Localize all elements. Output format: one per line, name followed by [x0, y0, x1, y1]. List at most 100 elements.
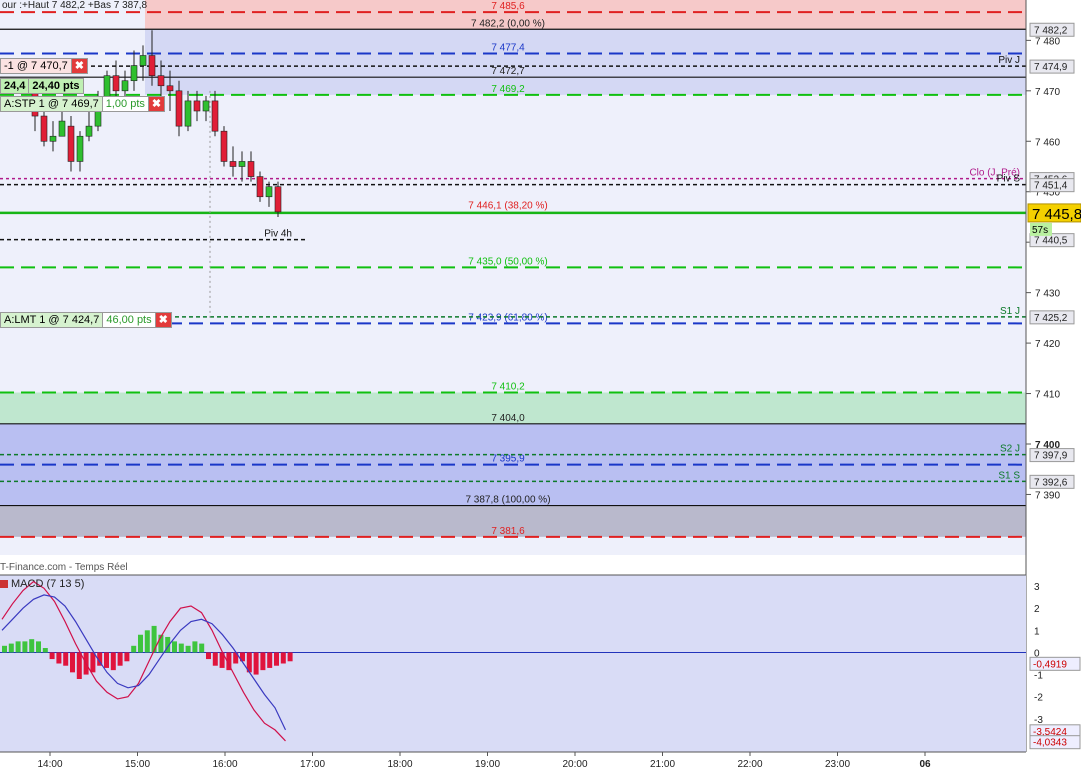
macd-value-label: -3,5424	[1033, 727, 1067, 738]
candle-body	[112, 75, 120, 92]
y-axis-bg	[1026, 0, 1081, 770]
candle-body	[157, 75, 165, 87]
upper-zone-band	[145, 29, 1026, 95]
fib-level-label: 7 477,4	[491, 42, 525, 53]
close-order-icon[interactable]: ✖	[154, 312, 172, 328]
y-tick-label: 7 400	[1035, 440, 1060, 451]
candle-body	[58, 120, 66, 137]
x-tick-label: 17:00	[300, 759, 325, 770]
y-axis-tag-label: 7 392,6	[1034, 477, 1068, 488]
fib-level-label: 7 485,6	[491, 1, 525, 12]
y-axis-tag	[1029, 59, 1075, 74]
candle-body	[67, 125, 75, 162]
macd-histogram-bar	[267, 652, 273, 668]
macd-histogram-bar	[36, 641, 41, 653]
macd-y-tick-label: 2	[1034, 604, 1040, 615]
y-axis-tag	[1029, 178, 1075, 193]
candle-body	[202, 100, 210, 112]
macd-y-tick-label: 3	[1034, 582, 1040, 593]
macd-histogram-bar	[104, 652, 109, 668]
macd-histogram-bar	[192, 641, 198, 653]
y-axis-tag	[1029, 448, 1075, 463]
macd-signal-line	[1, 594, 287, 731]
macd-histogram-bar	[22, 641, 28, 653]
macd-histogram-bar	[226, 652, 232, 671]
order-label: -1 @ 7 470,7	[0, 58, 72, 74]
macd-histogram-bar	[117, 652, 123, 666]
macd-histogram-bar	[246, 652, 252, 673]
candle-body	[193, 100, 201, 112]
y-axis-tag-label: 7 397,9	[1034, 451, 1068, 462]
order-pts: 46,00 pts	[102, 312, 156, 328]
macd-histogram-bar	[70, 652, 75, 673]
candle-body	[85, 125, 93, 137]
candle-body	[175, 90, 183, 127]
order-tag-sell[interactable]: -1 @ 7 470,7 ✖	[0, 58, 88, 74]
macd-histogram-bar	[233, 652, 239, 664]
y-axis-tag-label: 7 425,2	[1034, 313, 1068, 324]
macd-histogram-bar	[8, 643, 14, 653]
candle-body	[130, 65, 138, 82]
pivot-label: S1 S	[998, 470, 1020, 481]
macd-histogram-bar	[219, 652, 225, 668]
macd-histogram-bar	[260, 652, 266, 671]
fib-level-label: 7 404,0	[491, 413, 525, 424]
order-label: A:STP 1 @ 7 469,7	[0, 96, 103, 112]
macd-histogram-bar	[165, 636, 171, 653]
fib-level-label: 7 423,9 (61,80 %)	[468, 312, 548, 323]
macd-histogram-bar	[274, 652, 279, 666]
macd-histogram-bar	[97, 652, 103, 666]
close-order-icon[interactable]: ✖	[70, 58, 88, 74]
macd-histogram-bar	[212, 652, 218, 666]
macd-histogram-bar	[49, 652, 55, 660]
y-tick-label: 7 470	[1035, 87, 1060, 98]
y-axis-tag-label: 7 482,2	[1034, 25, 1068, 36]
order-tag-limit[interactable]: A:LMT 1 @ 7 424,7 46,00 pts ✖	[0, 312, 172, 328]
candle-body	[121, 80, 129, 92]
macd-histogram-bar	[280, 652, 286, 664]
y-tick-label: 7 410	[1035, 390, 1060, 401]
macd-icon	[0, 580, 8, 589]
y-axis-tag-label: 7 451,4	[1034, 181, 1068, 192]
candle-body	[211, 100, 219, 132]
macd-value-label: -0,4919	[1033, 659, 1067, 670]
header-bar: our :+Haut 7 482,2 +Bas 7 387,8	[2, 0, 148, 11]
support-band-green	[0, 392, 1026, 424]
y-axis-tag	[1029, 22, 1075, 37]
macd-histogram-bar	[29, 639, 35, 653]
candle-body	[265, 186, 273, 198]
macd-histogram-bar	[172, 641, 177, 653]
order-pnl-badge: 24,4 24,40 pts	[0, 78, 84, 94]
fib-level-label: 7 472,7	[491, 66, 525, 77]
fib-level-label: 7 381,6	[491, 526, 525, 537]
macd-y-tick-label: -2	[1034, 693, 1043, 704]
candle-body	[40, 115, 48, 142]
macd-histogram-bar	[185, 645, 191, 653]
y-tick-label: 7 430	[1035, 289, 1060, 300]
macd-histogram-bar	[199, 643, 205, 653]
y-axis-tag	[1029, 474, 1075, 489]
macd-y-tick-label: 0	[1034, 648, 1040, 659]
candle-body	[220, 130, 228, 162]
pivot-label: Piv 4h	[264, 229, 292, 240]
macd-label: MACD (7 13 5)	[11, 578, 85, 590]
x-tick-label: 06	[919, 759, 931, 770]
fib-level-label: 7 435,0 (50,00 %)	[468, 256, 548, 267]
candle-body	[238, 161, 246, 167]
fib-level-label: 7 387,8 (100,00 %)	[465, 495, 550, 506]
order-tag-stop[interactable]: A:STP 1 @ 7 469,7 1,00 pts ✖	[0, 96, 166, 112]
macd-histogram-bar	[42, 648, 48, 653]
macd-histogram-bar	[2, 645, 7, 653]
candle-body	[166, 85, 174, 92]
fib-level-label: 7 469,2	[491, 84, 525, 95]
close-order-icon[interactable]: ✖	[147, 96, 166, 112]
macd-histogram-bar	[90, 652, 96, 673]
current-price-badge	[1027, 203, 1081, 223]
macd-histogram-bar	[158, 634, 164, 653]
lower-zone-band	[0, 505, 1026, 537]
pivot-label: Piv S	[997, 174, 1021, 185]
candle-body	[247, 161, 255, 177]
candle-body	[148, 55, 156, 76]
candle-body	[49, 135, 57, 142]
